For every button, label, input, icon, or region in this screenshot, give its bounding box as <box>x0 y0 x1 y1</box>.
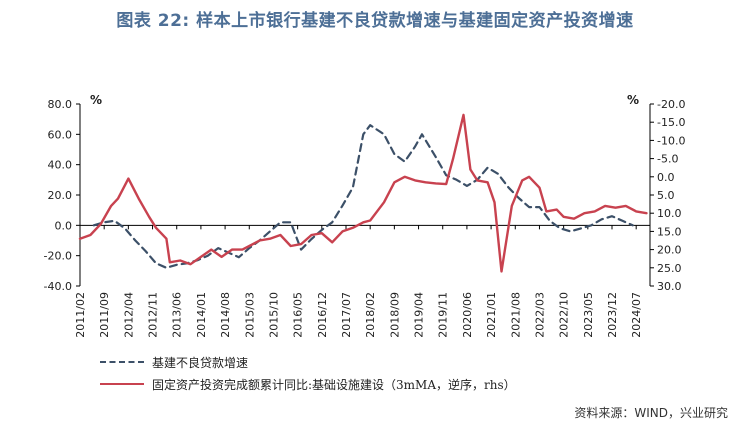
left-tick-label: 60.0 <box>48 128 73 141</box>
left-tick-label: 80.0 <box>48 98 73 111</box>
x-tick-label: 2016/12 <box>316 292 329 338</box>
right-tick-label: 25.0 <box>657 262 682 275</box>
legend-item-nonperforming: 基建不良贷款增速 <box>100 352 248 372</box>
left-tick-label: 40.0 <box>48 159 73 172</box>
legend-label-fai: 固定资产投资完成额累计同比:基础设施建设（3mMA，逆序，rhs） <box>152 377 516 392</box>
right-axis-ticks: -20.0 -15.0 -10.0 -5.0 0.0 5.0 10.0 15.0 20.0 25.… <box>650 98 685 293</box>
left-axis-unit: % <box>90 93 102 107</box>
x-tick-label: 2022/03 <box>533 292 546 338</box>
x-tick-label: 2020/06 <box>461 292 474 338</box>
right-tick-label: 5.0 <box>657 189 675 202</box>
series-lines <box>78 113 648 273</box>
legend-dash-swatch <box>100 361 144 363</box>
x-tick-label: 2021/08 <box>509 292 522 338</box>
legend-solid-swatch <box>100 383 144 385</box>
x-tick-label: 2018/02 <box>364 292 377 338</box>
x-tick-label: 2014/01 <box>195 292 208 338</box>
x-tick-label: 2019/11 <box>437 292 450 338</box>
right-tick-label: -15.0 <box>657 116 685 129</box>
x-tick-label: 2011/02 <box>74 292 87 338</box>
source-note: 资料来源：WIND，兴业研究 <box>574 406 728 420</box>
x-tick-label: 2011/09 <box>98 292 111 338</box>
series-line-nonperforming <box>92 124 634 269</box>
chart-title: 图表 22: 样本上市银行基建不良贷款增速与基建固定资产投资增速 <box>116 11 634 31</box>
x-tick-label: 2024/07 <box>630 292 643 338</box>
x-tick-label: 2023/12 <box>606 292 619 338</box>
right-axis-unit: % <box>627 93 639 107</box>
x-tick-label: 2022/10 <box>558 292 571 338</box>
left-tick-label: -20.0 <box>44 250 72 263</box>
x-tick-label: 2015/10 <box>267 292 280 338</box>
axes <box>79 104 651 286</box>
x-tick-label: 2014/08 <box>219 292 232 338</box>
right-tick-label: -5.0 <box>657 153 678 166</box>
right-tick-label: 30.0 <box>657 280 682 293</box>
left-tick-label: 0.0 <box>55 219 73 232</box>
legend-item-fai: 固定资产投资完成额累计同比:基础设施建设（3mMA，逆序，rhs） <box>100 374 516 394</box>
x-tick-label: 2021/01 <box>485 292 498 338</box>
x-axis-ticks: 2011/02 2011/09 2012/04 2012/11 2013/06 2014/… <box>74 225 643 338</box>
right-tick-label: -10.0 <box>657 134 685 147</box>
x-tick-label: 2016/05 <box>292 292 305 338</box>
x-tick-label: 2023/05 <box>582 292 595 338</box>
right-tick-label: 0.0 <box>657 171 675 184</box>
legend-label-nonperforming: 基建不良贷款增速 <box>152 355 249 370</box>
right-tick-label: 20.0 <box>657 244 682 257</box>
series-line-fai <box>78 113 648 273</box>
x-tick-label: 2012/11 <box>147 292 160 338</box>
x-tick-label: 2018/09 <box>388 292 401 338</box>
left-tick-label: 20.0 <box>48 189 73 202</box>
x-tick-label: 2013/06 <box>171 292 184 338</box>
right-tick-label: -20.0 <box>657 98 685 111</box>
left-axis-ticks: 80.0 60.0 40.0 20.0 0.0 -20.0 -40.0 <box>44 98 80 293</box>
right-tick-label: 10.0 <box>657 207 682 220</box>
x-tick-label: 2015/03 <box>243 292 256 338</box>
left-tick-label: -40.0 <box>44 280 72 293</box>
x-tick-label: 2017/07 <box>340 292 353 338</box>
x-tick-label: 2012/04 <box>122 292 135 338</box>
right-tick-label: 15.0 <box>657 225 682 238</box>
x-tick-label: 2019/04 <box>413 292 426 338</box>
